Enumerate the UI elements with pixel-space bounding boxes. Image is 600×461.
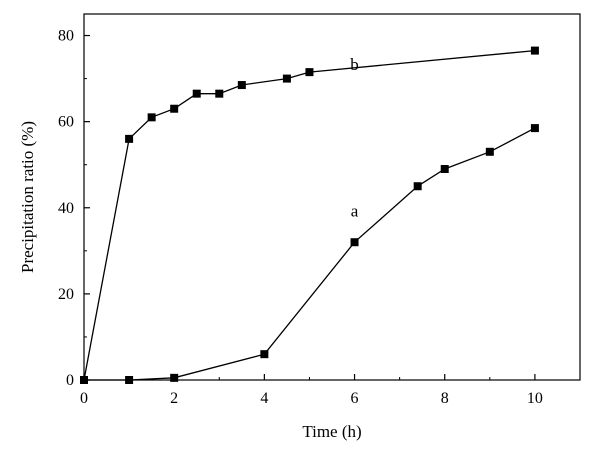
series-b-point (237, 81, 246, 90)
x-tick-label: 0 (80, 390, 88, 407)
series-b-point (305, 68, 314, 77)
series-a-point (440, 165, 449, 174)
series-a-point (125, 376, 134, 384)
plot-frame (83, 13, 581, 381)
y-tick-label: 40 (58, 200, 74, 217)
series-b-point (192, 89, 201, 98)
series-b-point (215, 89, 224, 98)
y-axis-title: Precipitation ratio (%) (18, 121, 37, 273)
series-b-label: b (350, 55, 359, 74)
x-tick-label: 10 (527, 390, 543, 407)
series-b-point (170, 104, 179, 113)
series-a: a (80, 124, 539, 384)
y-tick-label: 80 (58, 28, 74, 45)
series-a-point (413, 182, 422, 191)
x-tick-label: 8 (441, 390, 449, 407)
y-tick-label: 20 (58, 286, 74, 303)
series-a-label: a (351, 201, 359, 220)
x-tick-label: 4 (260, 390, 268, 407)
y-tick-label: 60 (58, 114, 74, 131)
series-a-point (260, 350, 269, 359)
x-axis-title: Time (h) (302, 422, 361, 441)
series-b-point (147, 113, 156, 122)
series-a-point (170, 373, 179, 382)
series-b-line (83, 49, 535, 381)
x-tick-label: 6 (351, 390, 359, 407)
x-tick-label: 2 (170, 390, 178, 407)
series-a-point (485, 147, 494, 156)
series-a-line (84, 127, 536, 381)
series-a-point (530, 124, 539, 133)
series-a-point (350, 238, 359, 247)
series-b-point (125, 134, 134, 143)
y-tick-label: 0 (66, 372, 74, 389)
series-b: b (80, 46, 539, 384)
series-layer: ab (80, 46, 539, 384)
series-b-point (282, 74, 291, 83)
series-b-point (530, 46, 539, 55)
series-b-point (80, 376, 88, 384)
axis-ticks: 0 2 4 6 8 10 0 20 40 60 80 (58, 28, 543, 407)
